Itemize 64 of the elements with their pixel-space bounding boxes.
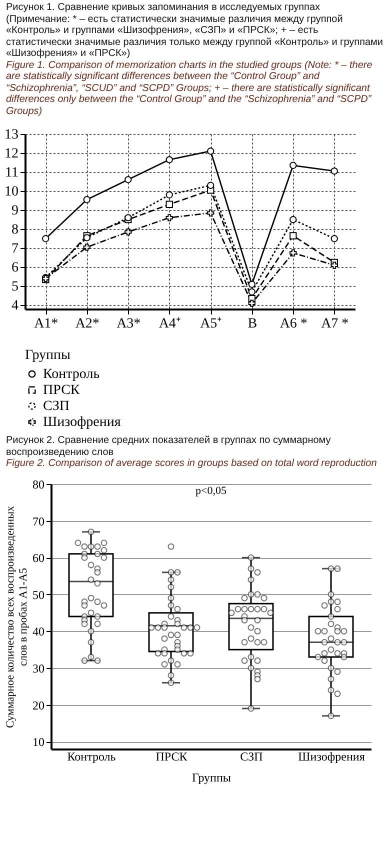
x-tick-label: СЗП — [240, 749, 264, 763]
chart-subtitle: Figure 1. Comparison of memorization charts in the studied groups (Note: * – there are statistically significant differences between the “Control Group” and “Schizophrenia”, “SCUD” and “SCPD” Groups; + – there are statistically significant differences only between the “Control Group” and the “Schizophrenia” and “SCPD” Groups) — [6, 60, 374, 117]
y-tick-label: 50 — [32, 587, 44, 602]
x-axis-title: Группы — [192, 770, 231, 784]
point — [207, 148, 214, 155]
x-tick-label: A5⁺ — [200, 316, 222, 332]
y-tick-label: 10 — [32, 734, 44, 749]
point — [248, 288, 256, 296]
chart-title: Рисунок 2. Сравнение средних показателей в группах по суммарному воспроизведению слов — [6, 435, 332, 458]
point — [290, 216, 297, 224]
y-tick-label: 7 — [12, 242, 18, 257]
annotation: p<0,05 — [196, 484, 227, 496]
y-tick-label: 60 — [32, 550, 44, 565]
y-tick-label: 20 — [32, 698, 44, 712]
point — [83, 244, 90, 251]
legend-label: СЗП — [43, 399, 70, 414]
y-tick-label: 8 — [12, 222, 18, 238]
point — [330, 168, 338, 175]
chart-title: Рисунок 1. Сравнение кривых запоминания в исследуемых группах (Примечание: * – есть статистически значимые различия между группой «Контроль» и группами «Шизофрения», «СЗП» и «ПРСК»; + – есть статистически значимые различия только между группой «Контроль» и группами «Шизофрения» и «ПРСК») — [6, 2, 384, 60]
point — [42, 235, 50, 242]
y-axis-title: Суммарное количество всех воспроизведенных слов в пробах А1-А5 — [4, 504, 30, 728]
x-tick-label: Контроль — [67, 749, 116, 763]
point — [290, 232, 297, 240]
point — [83, 196, 90, 204]
y-tick-label: 9 — [12, 204, 18, 219]
point — [207, 209, 214, 217]
point — [166, 156, 173, 164]
x-tick-label: Шизофрения — [298, 749, 366, 763]
y-tick-label: 10 — [4, 184, 18, 200]
y-tick-label: 70 — [32, 514, 44, 528]
point — [166, 200, 173, 208]
y-tick-label: 40 — [32, 624, 44, 638]
point — [330, 235, 338, 242]
legend-label: Контроль — [43, 367, 100, 382]
y-tick-label: 12 — [4, 146, 18, 162]
point — [330, 262, 338, 269]
x-tick-label: A7 * — [321, 316, 349, 332]
y-tick-label: 80 — [32, 477, 44, 491]
x-tick-label: A6 * — [280, 316, 308, 332]
y-tick-label: 30 — [32, 661, 44, 676]
chart-subtitle: Figure 2. Comparison of average scores in groups based on total word reproduction — [6, 458, 378, 470]
y-tick-label: 6 — [12, 260, 18, 276]
legend-label: ПРСК — [43, 383, 80, 398]
point — [248, 300, 256, 307]
y-tick-label: 4 — [12, 298, 18, 314]
point — [124, 228, 132, 236]
x-tick-label: A4⁺ — [158, 316, 181, 332]
legend-label: Шизофрения — [43, 415, 122, 430]
y-tick-label: 5 — [12, 280, 18, 295]
legend-title: Группы — [25, 348, 72, 363]
x-tick-label: A3* — [116, 316, 141, 332]
point — [290, 249, 297, 256]
point — [166, 191, 173, 198]
point — [124, 176, 132, 184]
y-tick-label: 11 — [5, 166, 18, 181]
point — [207, 182, 214, 189]
x-tick-label: A2* — [75, 316, 100, 332]
point — [166, 214, 173, 222]
point — [248, 280, 256, 288]
point — [290, 162, 297, 169]
x-tick-label: ПРСК — [156, 749, 188, 763]
x-tick-label: A1* — [34, 316, 58, 332]
x-tick-label: B — [248, 316, 258, 332]
y-tick-label: 13 — [4, 128, 18, 142]
